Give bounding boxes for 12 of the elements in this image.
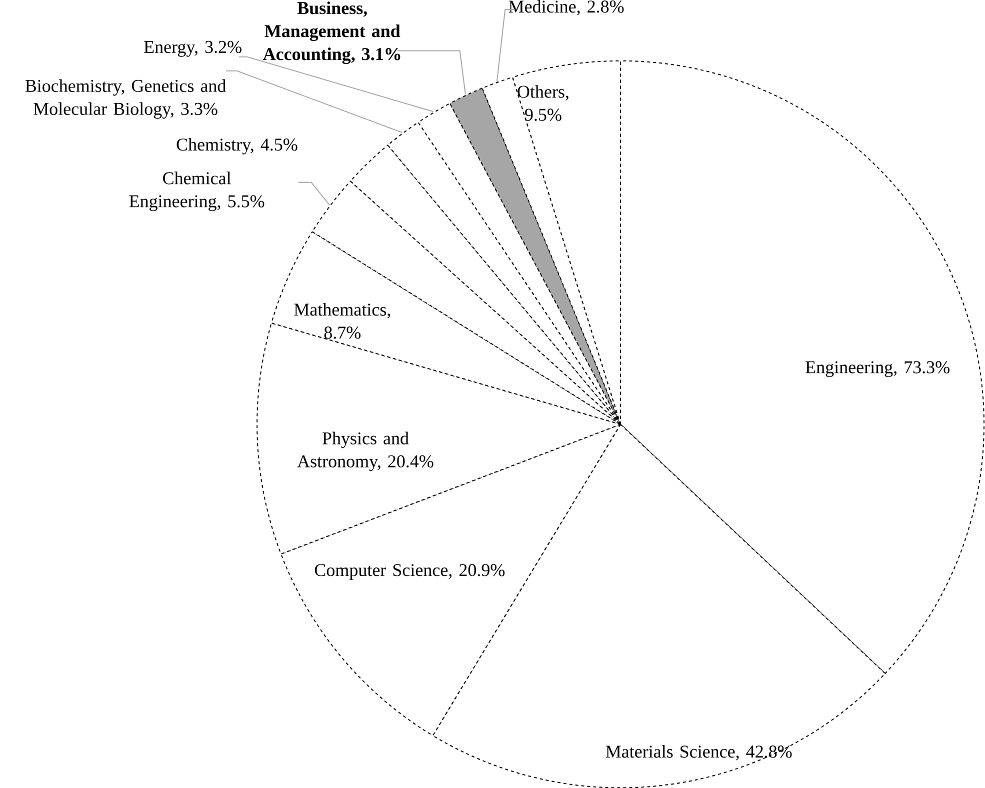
slice-label: Others, 9.5% [518,84,568,121]
slice-label: Computer Science, 20.9% [314,564,505,580]
slice-label: Materials Science, 42.8% [606,744,792,760]
slice-label: Mathematics, 8.7% [294,302,390,339]
slice-label: Biochemistry, Genetics and Molecular Biology, 3.3% [25,79,226,119]
slice-label: Medicine, 2.8% [508,0,624,16]
slice-label: Physics and Astronomy, 20.4% [297,432,434,471]
slice-label: Energy, 3.2% [144,40,242,57]
slice-label: Chemical Engineering, 5.5% [129,172,264,211]
slice-label: Chemistry, 4.5% [176,138,298,154]
slice-label: Engineering, 73.3% [806,361,950,377]
slice-label: Business, Management and Accounting, 3.1% [263,1,400,64]
